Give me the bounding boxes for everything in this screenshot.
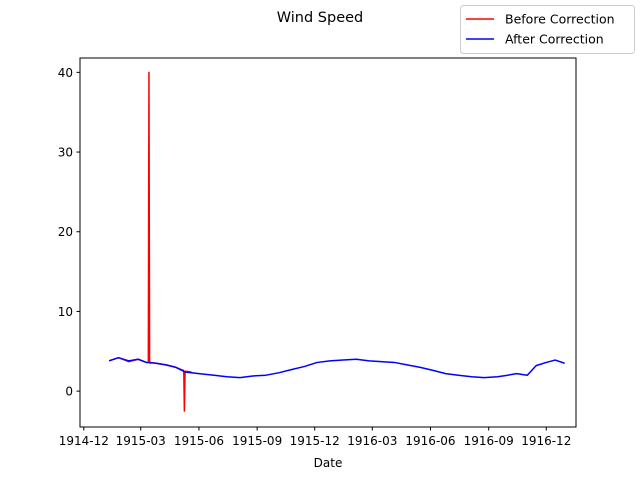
x-axis: 1914-12 1915-03 1915-06 1915-09 1915-12 1916-… [59, 427, 571, 448]
x-tick-label: 1915-09 [232, 434, 282, 448]
x-tick-label: 1916-06 [405, 434, 455, 448]
y-tick-label: 40 [58, 66, 73, 80]
legend-box [460, 5, 635, 54]
legend-label-before: Before Correction [505, 12, 615, 27]
x-axis-label: Date [314, 456, 343, 470]
x-tick-label: 1915-03 [116, 434, 166, 448]
plot-area [108, 71, 565, 412]
y-tick-label: 20 [58, 225, 73, 239]
x-tick-label: 1915-06 [174, 434, 224, 448]
plot-frame [79, 57, 577, 428]
y-tick-label: 0 [65, 385, 73, 399]
x-tick-label: 1915-12 [290, 434, 340, 448]
series-line-after-correction [108, 356, 565, 379]
x-tick-label: 1916-12 [521, 434, 571, 448]
chart-title: Wind Speed [277, 10, 364, 26]
y-tick-label: 10 [58, 305, 73, 319]
x-tick-label: 1914-12 [59, 434, 109, 448]
y-tick-label: 30 [58, 146, 73, 160]
x-tick-label: 1916-09 [464, 434, 514, 448]
x-tick-label: 1916-03 [347, 434, 397, 448]
y-axis: 0 10 20 30 40 [58, 66, 80, 399]
series-line-before-correction [108, 71, 192, 412]
legend-label-after: After Correction [505, 32, 604, 47]
legend: Before Correction After Correction [460, 5, 635, 54]
